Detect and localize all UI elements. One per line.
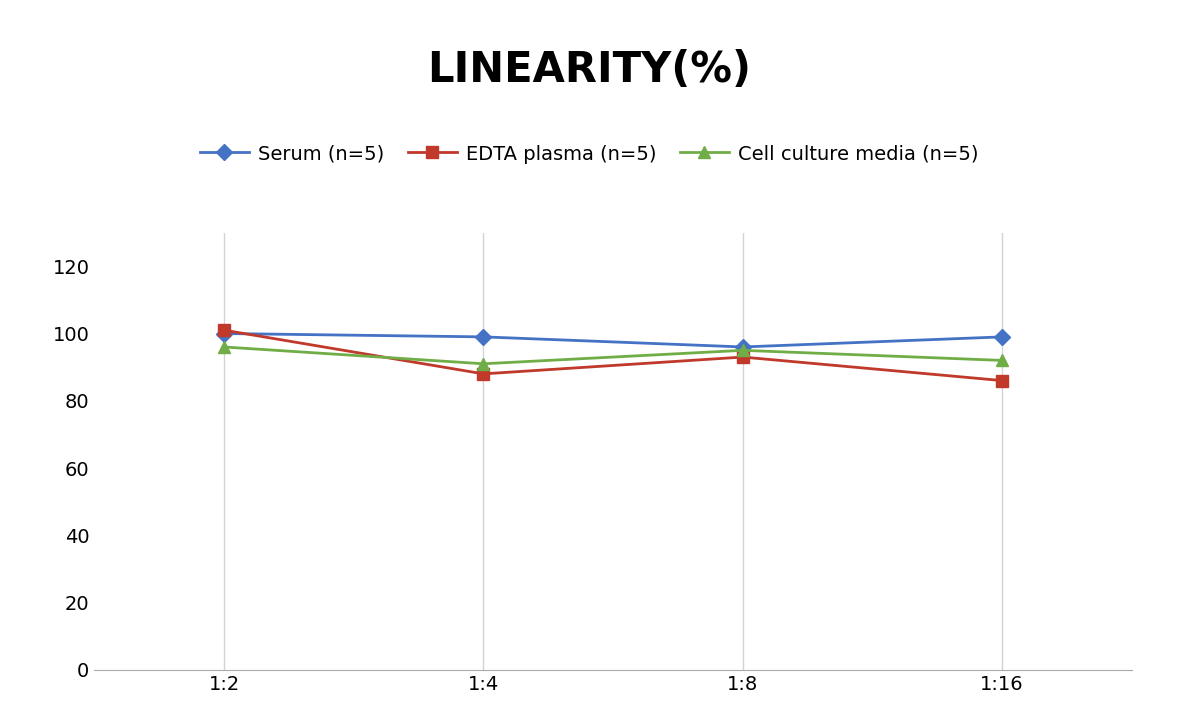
Line: EDTA plasma (n=5): EDTA plasma (n=5) bbox=[218, 324, 1008, 386]
Serum (n=5) bbox=[217, 329, 231, 338]
Cell culture media (n=5) bbox=[217, 343, 231, 351]
Serum (n=5) bbox=[995, 333, 1009, 341]
Cell culture media (n=5) bbox=[476, 360, 490, 368]
Text: LINEARITY(%): LINEARITY(%) bbox=[428, 49, 751, 92]
Serum (n=5) bbox=[476, 333, 490, 341]
Cell culture media (n=5) bbox=[736, 346, 750, 355]
EDTA plasma (n=5) bbox=[736, 352, 750, 361]
Cell culture media (n=5) bbox=[995, 356, 1009, 364]
EDTA plasma (n=5) bbox=[995, 376, 1009, 385]
Legend: Serum (n=5), EDTA plasma (n=5), Cell culture media (n=5): Serum (n=5), EDTA plasma (n=5), Cell cul… bbox=[192, 137, 987, 171]
Serum (n=5) bbox=[736, 343, 750, 351]
Line: Serum (n=5): Serum (n=5) bbox=[218, 328, 1008, 352]
EDTA plasma (n=5) bbox=[476, 369, 490, 378]
Line: Cell culture media (n=5): Cell culture media (n=5) bbox=[218, 341, 1008, 369]
EDTA plasma (n=5) bbox=[217, 326, 231, 334]
